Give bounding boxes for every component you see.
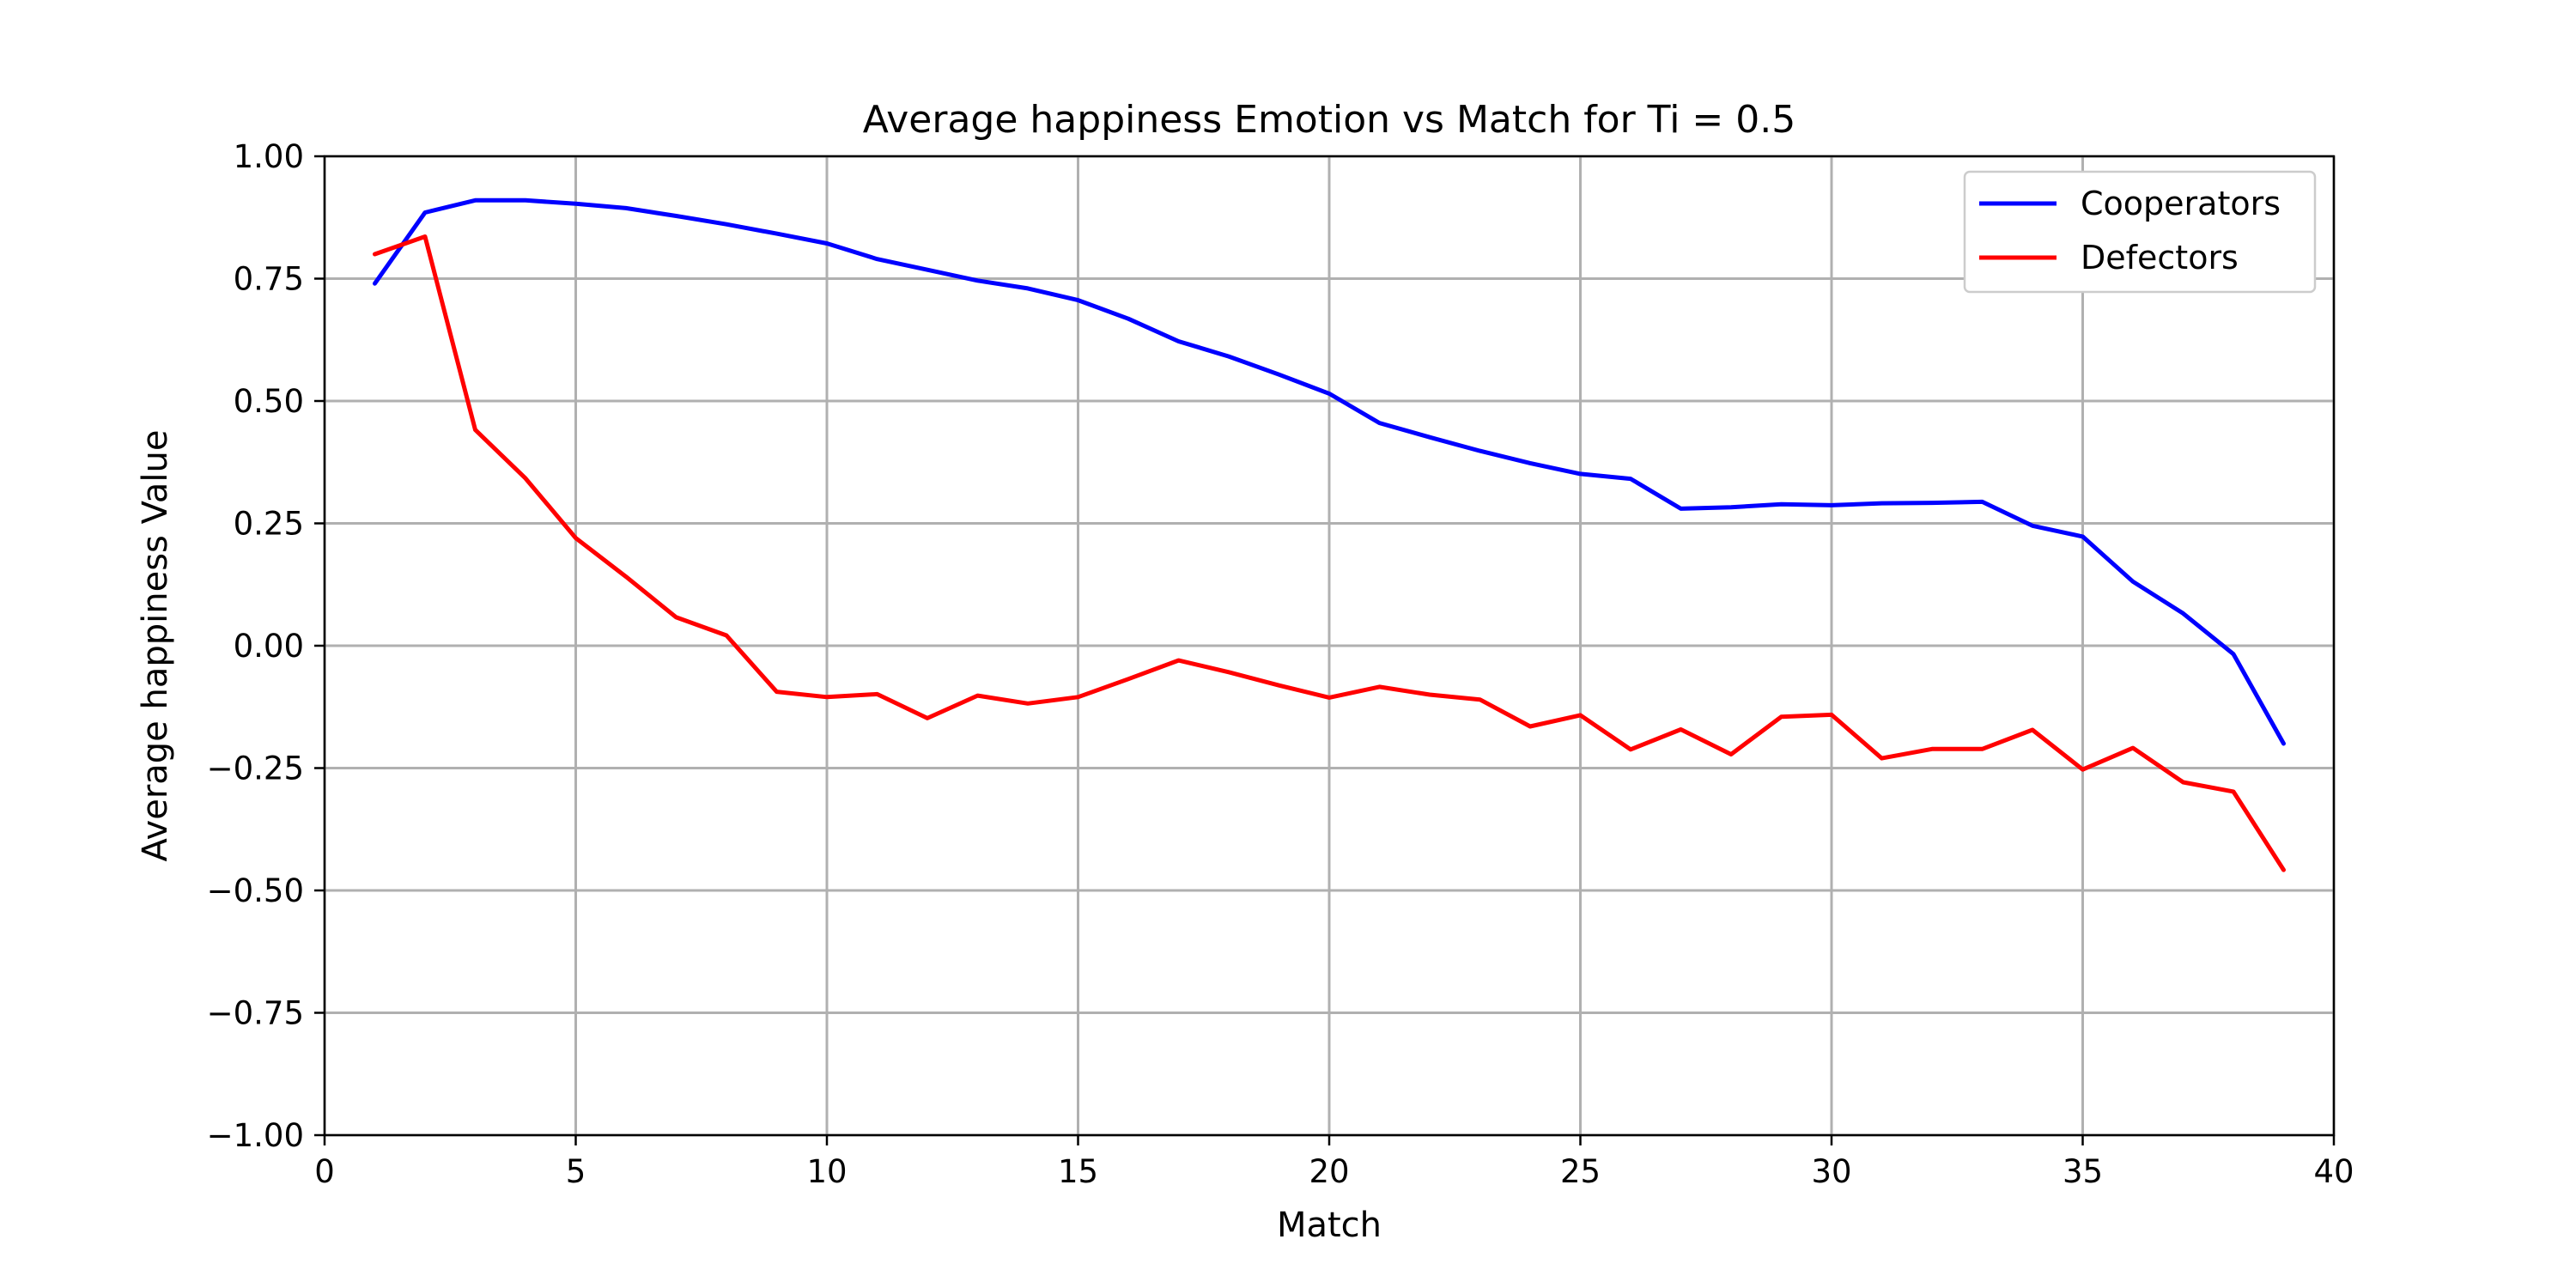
legend-label-defectors: Defectors [2081, 239, 2239, 276]
x-tick-label: 15 [1058, 1153, 1098, 1190]
y-tick-label: 1.00 [234, 138, 304, 175]
series-line-cooperators [373, 197, 2286, 746]
series-lines [373, 197, 2286, 872]
chart-title: Average happiness Emotion vs Match for T… [863, 98, 1796, 142]
x-tick-label: 20 [1309, 1153, 1349, 1190]
y-axis-label: Average happiness Value [136, 430, 175, 862]
legend: Cooperators Defectors [1963, 170, 2317, 294]
grid [323, 155, 2336, 1137]
y-tick-label: 0.25 [234, 506, 304, 543]
y-tick-label: −0.75 [207, 995, 304, 1032]
x-tick-label: 25 [1560, 1153, 1601, 1190]
legend-label-cooperators: Cooperators [2081, 185, 2281, 222]
x-axis-label: Match [1277, 1206, 1382, 1245]
y-tick-label: −0.25 [207, 750, 304, 787]
x-tick-label: 10 [806, 1153, 847, 1190]
x-tick-label: 0 [314, 1153, 335, 1190]
y-tick-label: 0.75 [234, 261, 304, 298]
y-tick-label: 0.50 [234, 383, 304, 420]
series-line-defectors [373, 234, 2286, 872]
x-tick-label: 5 [566, 1153, 586, 1190]
y-tick-label: −1.00 [207, 1117, 304, 1154]
x-tick-label: 30 [1811, 1153, 1851, 1190]
x-tick-label: 35 [2063, 1153, 2103, 1190]
x-tick-label: 40 [2313, 1153, 2354, 1190]
y-tick-label: −0.50 [207, 872, 304, 909]
axis-ticks: 0 5 10 15 20 25 30 35 40 −1.00 −0.75 −0.50 −0.25 0.00… [207, 138, 2354, 1190]
y-tick-label: 0.00 [234, 628, 304, 665]
